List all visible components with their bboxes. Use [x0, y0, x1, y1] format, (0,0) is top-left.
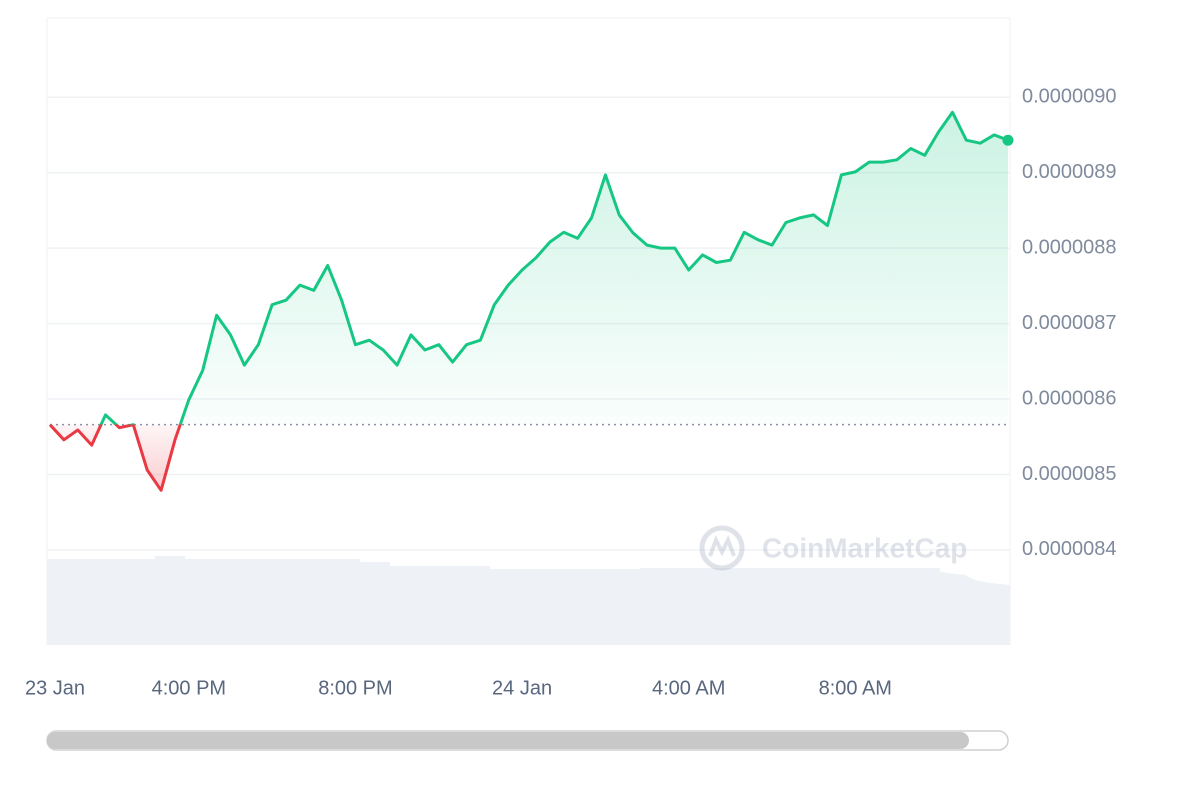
y-tick-label: 0.0000087	[1022, 312, 1117, 334]
price-line	[48, 110, 1009, 492]
x-tick-label: 4:00 PM	[152, 677, 226, 699]
y-tick-label: 0.0000085	[1022, 463, 1117, 485]
x-tick-label: 8:00 AM	[819, 677, 892, 699]
x-tick-label: 8:00 PM	[318, 677, 392, 699]
volume-area	[47, 556, 1010, 645]
x-tick-label: 4:00 AM	[652, 677, 725, 699]
x-tick-label: 24 Jan	[492, 677, 552, 699]
y-tick-label: 0.0000089	[1022, 161, 1117, 183]
watermark: CoinMarketCap	[699, 525, 967, 571]
last-price-dot	[1002, 134, 1014, 146]
watermark-text: CoinMarketCap	[762, 532, 967, 563]
scrollbar-thumb[interactable]	[47, 732, 969, 749]
y-tick-label: 0.0000084	[1022, 538, 1117, 560]
price-area	[50, 112, 1008, 491]
y-tick-label: 0.0000088	[1022, 236, 1117, 258]
x-tick-label: 23 Jan	[25, 677, 85, 699]
y-tick-label: 0.0000086	[1022, 387, 1117, 409]
y-tick-label: 0.0000090	[1022, 86, 1117, 108]
